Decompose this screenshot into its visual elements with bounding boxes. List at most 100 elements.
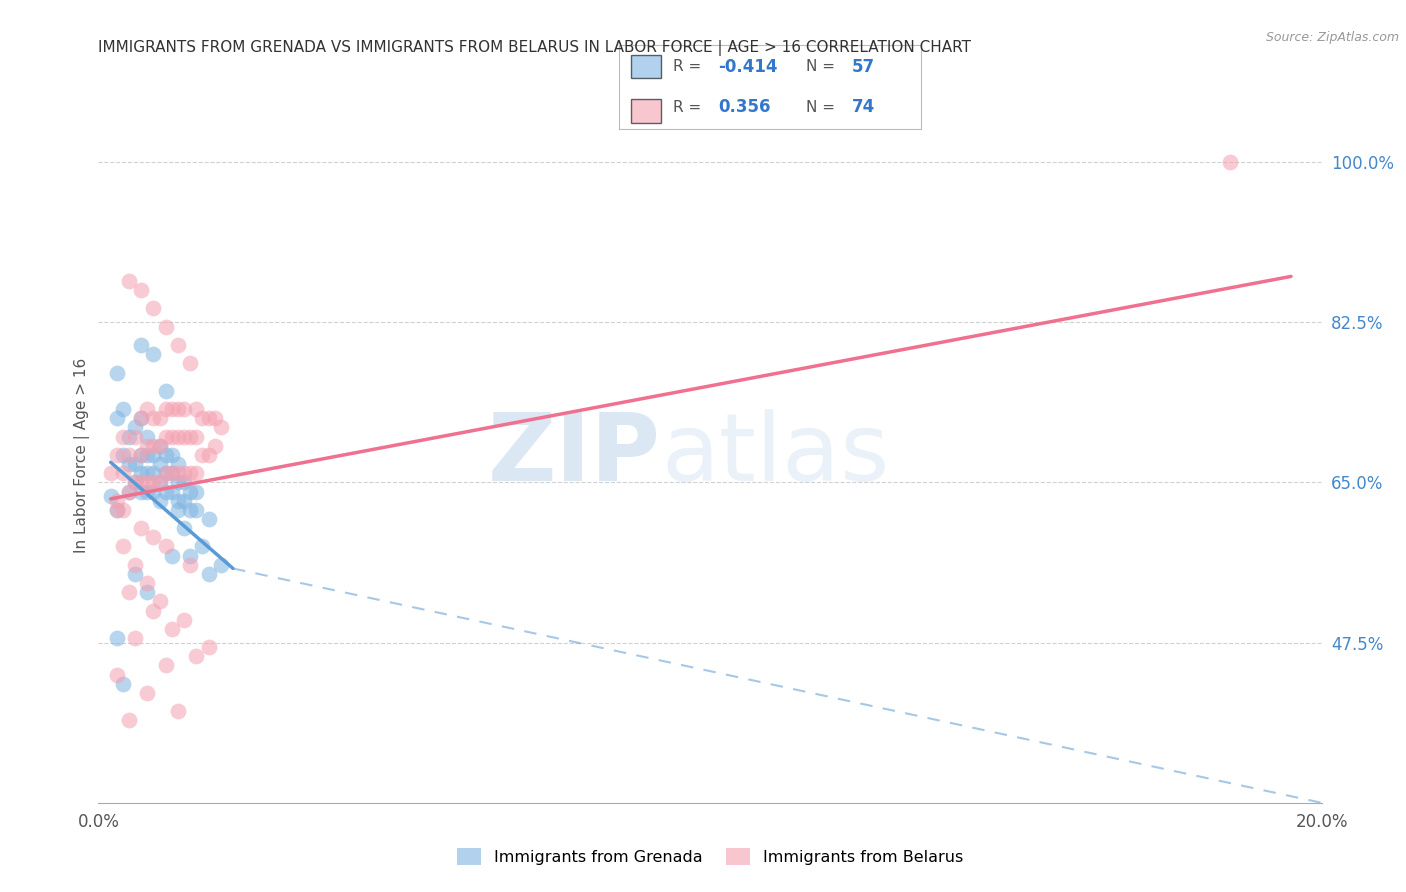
Point xyxy=(167,493,190,508)
Point xyxy=(209,420,232,434)
Point xyxy=(173,402,195,417)
Text: ZIP: ZIP xyxy=(488,409,661,501)
Point xyxy=(179,549,201,563)
Point xyxy=(136,585,159,599)
Text: N =: N = xyxy=(806,100,839,115)
Point xyxy=(142,301,165,316)
Legend: Immigrants from Grenada, Immigrants from Belarus: Immigrants from Grenada, Immigrants from… xyxy=(450,842,970,871)
Point xyxy=(118,448,141,462)
Point xyxy=(1219,155,1241,169)
Point xyxy=(149,594,172,608)
Point xyxy=(167,429,190,443)
Point xyxy=(124,420,146,434)
Point xyxy=(179,503,201,517)
Point xyxy=(124,558,146,572)
Point xyxy=(149,439,172,453)
Point xyxy=(118,585,141,599)
Point xyxy=(160,448,183,462)
Point xyxy=(167,503,190,517)
Point xyxy=(155,467,177,481)
Point xyxy=(197,566,219,581)
Point xyxy=(197,640,219,655)
Point xyxy=(136,484,159,499)
Point xyxy=(155,484,177,499)
Point xyxy=(100,489,122,503)
Point xyxy=(155,467,177,481)
Point xyxy=(155,540,177,554)
Point xyxy=(186,402,208,417)
Point xyxy=(136,439,159,453)
Point xyxy=(149,493,172,508)
Point xyxy=(129,521,152,535)
Point xyxy=(160,467,183,481)
Point xyxy=(160,549,183,563)
Point xyxy=(111,448,134,462)
Point xyxy=(155,319,177,334)
Point xyxy=(160,467,183,481)
Point xyxy=(118,484,141,499)
Point xyxy=(105,493,128,508)
Point xyxy=(136,448,159,462)
Text: 0.356: 0.356 xyxy=(718,98,770,116)
Point xyxy=(179,356,201,370)
Point xyxy=(149,475,172,490)
Point xyxy=(142,530,165,544)
Point xyxy=(124,475,146,490)
Point xyxy=(142,475,165,490)
Point xyxy=(124,631,146,645)
Point xyxy=(155,402,177,417)
Point xyxy=(136,576,159,591)
Point xyxy=(155,384,177,398)
Point xyxy=(142,484,165,499)
Point xyxy=(186,467,208,481)
Point xyxy=(160,484,183,499)
Point xyxy=(124,429,146,443)
Point xyxy=(105,667,128,681)
Text: N =: N = xyxy=(806,59,839,74)
Point xyxy=(204,411,226,425)
Point xyxy=(179,484,201,499)
Point xyxy=(197,411,219,425)
Point xyxy=(129,283,152,297)
Point xyxy=(142,467,165,481)
Point xyxy=(136,429,159,443)
Point xyxy=(105,503,128,517)
Point xyxy=(124,457,146,471)
Point xyxy=(155,448,177,462)
Point xyxy=(142,603,165,617)
Point xyxy=(118,274,141,288)
Point xyxy=(149,475,172,490)
Text: -0.414: -0.414 xyxy=(718,58,778,76)
Point xyxy=(142,439,165,453)
Point xyxy=(186,484,208,499)
Point xyxy=(105,411,128,425)
Point xyxy=(191,411,214,425)
Point xyxy=(124,566,146,581)
Text: R =: R = xyxy=(673,59,706,74)
Text: 57: 57 xyxy=(852,58,875,76)
Point xyxy=(142,448,165,462)
Point xyxy=(118,714,141,728)
Text: Source: ZipAtlas.com: Source: ZipAtlas.com xyxy=(1265,31,1399,45)
Point xyxy=(100,467,122,481)
Point xyxy=(111,467,134,481)
Point xyxy=(124,475,146,490)
Point xyxy=(173,521,195,535)
Point xyxy=(191,540,214,554)
Point xyxy=(179,558,201,572)
Point xyxy=(105,448,128,462)
Point xyxy=(197,512,219,526)
Point xyxy=(136,686,159,700)
Point xyxy=(173,613,195,627)
Point xyxy=(129,467,152,481)
Point xyxy=(179,467,201,481)
Point xyxy=(160,429,183,443)
Point xyxy=(129,411,152,425)
Point xyxy=(111,402,134,417)
Point xyxy=(167,467,190,481)
Point xyxy=(149,457,172,471)
Point xyxy=(111,503,134,517)
Point xyxy=(179,429,201,443)
Point xyxy=(129,484,152,499)
Point xyxy=(129,338,152,352)
